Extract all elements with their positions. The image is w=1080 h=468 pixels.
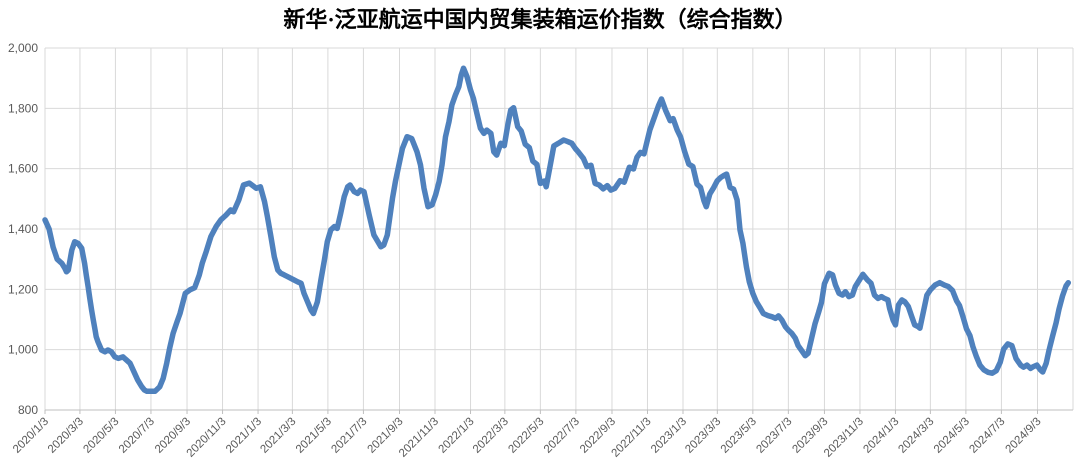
x-tick-label: 2022/7/3 <box>542 416 582 456</box>
y-tick-label: 2,000 <box>8 41 38 55</box>
x-tick-label: 2023/1/3 <box>649 416 689 456</box>
x-tick-label: 2020/7/3 <box>117 416 157 456</box>
x-tick-label: 2023/3/3 <box>683 416 723 456</box>
index-series-line <box>42 65 1072 395</box>
x-tick-label: 2024/9/3 <box>1003 416 1043 456</box>
y-tick-label: 1,000 <box>8 343 38 357</box>
x-tick-label: 2024/5/3 <box>932 416 972 456</box>
x-tick-label: 2022/3/3 <box>471 416 511 456</box>
y-tick-label: 1,400 <box>8 222 38 236</box>
y-tick-label: 1,200 <box>8 282 38 296</box>
x-tick-label: 2021/1/3 <box>224 416 264 456</box>
x-tick-label: 2024/3/3 <box>896 416 936 456</box>
x-tick-label: 2023/7/3 <box>754 416 794 456</box>
x-tick-label: 2024/1/3 <box>861 416 901 456</box>
x-tick-label: 2021/5/3 <box>294 416 334 456</box>
x-tick-label: 2020/1/3 <box>11 416 51 456</box>
y-tick-label: 1,600 <box>8 162 38 176</box>
x-tick-label: 2023/5/3 <box>719 416 759 456</box>
x-tick-label: 2022/5/3 <box>506 416 546 456</box>
x-tick-label: 2022/1/3 <box>437 416 477 456</box>
vertical-gridlines <box>44 48 1074 410</box>
y-axis-tick-labels: 800 1,000 1,200 1,400 1,600 1,800 2,000 <box>8 41 38 417</box>
index-series <box>42 65 1072 395</box>
axis-lines <box>44 48 1073 414</box>
x-axis-tick-labels: 2020/1/32020/3/32020/5/32020/7/32020/9/3… <box>11 416 1044 460</box>
x-tick-label: 2021/7/3 <box>329 416 369 456</box>
y-tick-label: 800 <box>18 403 38 417</box>
y-tick-label: 1,800 <box>8 101 38 115</box>
chart-title: 新华·泛亚航运中国内贸集装箱运价指数（综合指数） <box>283 7 796 32</box>
horizontal-gridlines <box>45 47 1073 411</box>
x-tick-label: 2020/3/3 <box>46 416 86 456</box>
x-tick-label: 2024/7/3 <box>967 416 1007 456</box>
x-tick-label: 2021/3/3 <box>258 416 298 456</box>
x-tick-label: 2020/5/3 <box>81 416 121 456</box>
